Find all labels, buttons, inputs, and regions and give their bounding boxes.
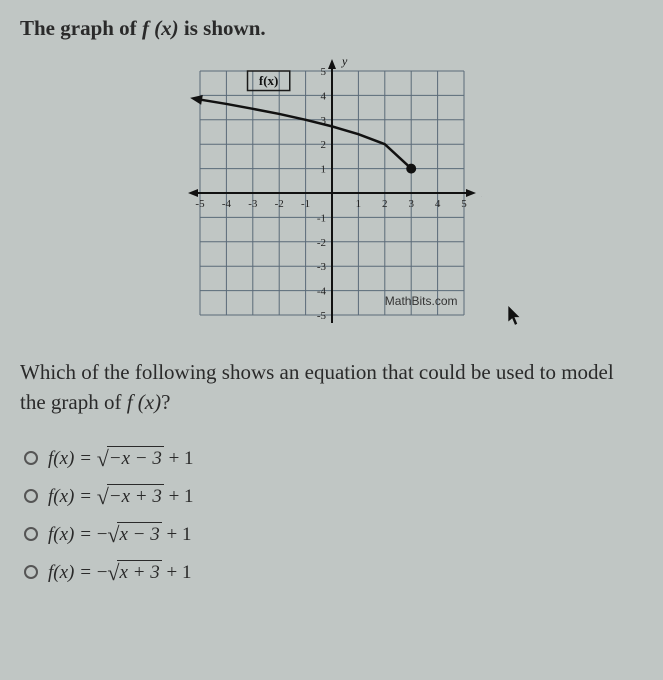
radio-icon[interactable] <box>24 489 38 503</box>
cursor-icon <box>508 306 522 326</box>
svg-text:MathBits.com: MathBits.com <box>384 294 457 308</box>
question-text: Which of the following shows an equation… <box>20 357 643 418</box>
svg-text:-3: -3 <box>316 261 326 273</box>
answer-option-2[interactable]: f(x) = −√x − 3 + 1 <box>24 522 643 546</box>
svg-text:-4: -4 <box>316 286 326 298</box>
svg-text:-5: -5 <box>316 310 326 322</box>
option-expression: f(x) = √−x − 3 + 1 <box>48 446 194 470</box>
radio-icon[interactable] <box>24 451 38 465</box>
svg-text:-2: -2 <box>274 198 283 210</box>
svg-text:-3: -3 <box>248 198 258 210</box>
radio-icon[interactable] <box>24 527 38 541</box>
option-expression: f(x) = −√x − 3 + 1 <box>48 522 191 546</box>
svg-text:2: 2 <box>320 139 326 151</box>
option-expression: f(x) = √−x + 3 + 1 <box>48 484 194 508</box>
answer-options: f(x) = √−x − 3 + 1 f(x) = √−x + 3 + 1 f(x)… <box>24 446 643 584</box>
svg-text:5: 5 <box>320 66 326 78</box>
answer-option-0[interactable]: f(x) = √−x − 3 + 1 <box>24 446 643 470</box>
svg-text:5: 5 <box>461 198 467 210</box>
svg-text:-5: -5 <box>195 198 205 210</box>
svg-text:1: 1 <box>320 164 326 176</box>
chart-container: -5-4-3-2-112345-5-4-3-2-112345xyf(x)Math… <box>20 53 643 333</box>
svg-text:2: 2 <box>382 198 388 210</box>
svg-text:4: 4 <box>434 198 440 210</box>
svg-text:f(x): f(x) <box>258 73 278 88</box>
answer-option-3[interactable]: f(x) = −√x + 3 + 1 <box>24 560 643 584</box>
function-graph: -5-4-3-2-112345-5-4-3-2-112345xyf(x)Math… <box>182 53 482 333</box>
svg-text:4: 4 <box>320 90 326 102</box>
svg-text:y: y <box>341 54 348 68</box>
svg-text:-4: -4 <box>221 198 231 210</box>
svg-text:-1: -1 <box>301 198 310 210</box>
radio-icon[interactable] <box>24 565 38 579</box>
svg-text:-1: -1 <box>316 212 325 224</box>
answer-option-1[interactable]: f(x) = √−x + 3 + 1 <box>24 484 643 508</box>
option-expression: f(x) = −√x + 3 + 1 <box>48 560 191 584</box>
svg-text:3: 3 <box>408 198 414 210</box>
prompt-text: The graph of f (x) is shown. <box>20 16 643 41</box>
svg-text:-2: -2 <box>316 237 325 249</box>
svg-text:x: x <box>481 186 482 200</box>
svg-text:1: 1 <box>355 198 361 210</box>
